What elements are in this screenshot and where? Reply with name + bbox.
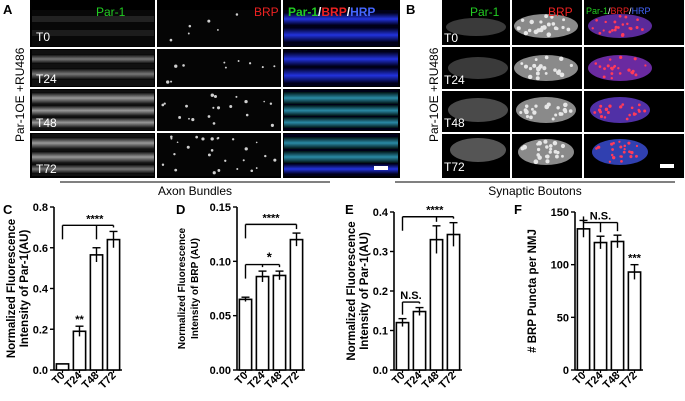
b-header-merge: Par-1/BRP/HRP bbox=[586, 6, 651, 16]
bracket-label: **** bbox=[426, 205, 444, 217]
bar-t48 bbox=[89, 254, 104, 371]
a-side-label: Par-1OE +RU486 bbox=[13, 47, 27, 142]
bracket-label: N.S. bbox=[590, 211, 611, 223]
b-row-label-t48: T48 bbox=[444, 116, 465, 130]
a-scale-bar bbox=[374, 166, 388, 170]
bar-t72 bbox=[446, 233, 461, 371]
panel-letter-d: D bbox=[176, 202, 185, 217]
b-side-label: Par-1OE +RU486 bbox=[427, 47, 441, 142]
y-tick-label: 0.3 bbox=[373, 247, 388, 259]
a-brp-column bbox=[158, 10, 280, 176]
bracket-label: * bbox=[267, 250, 273, 265]
y-tick-label: 50 bbox=[557, 312, 569, 324]
bar-t48 bbox=[610, 240, 625, 371]
y-axis-label: Normalized Fluorescence bbox=[177, 227, 188, 349]
panel-letter-b: B bbox=[406, 2, 415, 17]
panel-letter-c: C bbox=[3, 202, 13, 217]
bracket-label: **** bbox=[86, 213, 104, 225]
panel-letter-f: F bbox=[514, 202, 522, 217]
axon-bundles-label: Axon Bundles bbox=[158, 184, 232, 198]
panel-letter-a: A bbox=[3, 2, 13, 17]
y-axis-label: Intensity of Par-1(AU) bbox=[359, 232, 371, 350]
y-tick-label: 0.8 bbox=[33, 202, 48, 214]
y-axis-label: Normalized Fluorescence bbox=[6, 219, 18, 358]
x-tick-label: T72 bbox=[97, 370, 119, 392]
a-header-merge: Par-1/BRP/HRP bbox=[288, 5, 375, 19]
bar-t48 bbox=[429, 238, 444, 371]
bar-t0 bbox=[55, 363, 70, 371]
a-header-par1: Par-1 bbox=[96, 5, 126, 19]
b-row-label-t24: T24 bbox=[444, 73, 465, 87]
y-tick-label: 0.2 bbox=[373, 286, 388, 298]
panel-letter-e: E bbox=[345, 202, 354, 217]
bracket-label: **** bbox=[262, 212, 280, 224]
a-row-label-t0: T0 bbox=[36, 30, 50, 44]
b-header-brp: BRP bbox=[548, 5, 573, 19]
y-tick-label: 0.2 bbox=[33, 324, 48, 336]
y-tick-label: 0 bbox=[563, 365, 569, 377]
significance-label: *** bbox=[628, 253, 642, 265]
chart-c: 0.0 0.2 0.4 0.6 0.8 Normalized Fluorescence In… bbox=[6, 202, 122, 392]
x-tick-label: T72 bbox=[280, 370, 302, 392]
bar-t0 bbox=[576, 228, 591, 371]
y-tick-label: 0.10 bbox=[210, 256, 231, 268]
panel-b-micrographs bbox=[442, 0, 684, 178]
y-tick-label: 0.1 bbox=[373, 326, 388, 338]
y-tick-label: 0.6 bbox=[33, 243, 48, 255]
bar-t0 bbox=[238, 298, 253, 371]
a-row-label-t48: T48 bbox=[36, 116, 57, 130]
bar-t0 bbox=[395, 321, 410, 371]
a-header-brp: BRP bbox=[254, 5, 279, 19]
y-tick-label: 100 bbox=[551, 260, 569, 272]
significance-label: ** bbox=[75, 314, 84, 326]
b-scale-bar bbox=[660, 164, 674, 168]
x-tick-label: T72 bbox=[618, 370, 640, 392]
panel-a-micrographs bbox=[30, 0, 400, 178]
a-row-label-t72: T72 bbox=[36, 162, 57, 176]
y-tick-label: 0.4 bbox=[373, 207, 389, 219]
y-axis-label: Intensity of BRP (AU) bbox=[190, 238, 201, 339]
y-tick-label: 0.15 bbox=[210, 202, 231, 214]
bar-t72 bbox=[289, 238, 304, 371]
y-tick-label: 0.00 bbox=[210, 365, 231, 377]
b-row-label-t0: T0 bbox=[444, 31, 458, 45]
bar-t72 bbox=[627, 271, 642, 371]
bar-t24 bbox=[593, 241, 608, 371]
chart-d: 0.00 0.05 0.10 0.15 Normalized Fluorescence I… bbox=[177, 202, 305, 392]
x-tick-label: T72 bbox=[437, 370, 459, 392]
bracket-label: N.S. bbox=[400, 290, 421, 302]
chart-e: 0.0 0.1 0.2 0.3 0.4 Normalized Fluorescence In… bbox=[346, 205, 462, 392]
b-header-par1: Par-1 bbox=[470, 5, 500, 19]
bar-t24 bbox=[72, 330, 87, 371]
y-tick-label: 0.4 bbox=[33, 284, 49, 296]
bar-t72 bbox=[106, 238, 121, 371]
bar-t24 bbox=[255, 275, 270, 371]
bar-t24 bbox=[412, 310, 427, 371]
y-tick-label: 0.0 bbox=[33, 365, 48, 377]
y-tick-label: 150 bbox=[551, 207, 569, 219]
a-row-label-t24: T24 bbox=[36, 72, 57, 86]
bar-t48 bbox=[272, 274, 287, 371]
y-tick-label: 0.05 bbox=[210, 311, 231, 323]
synaptic-boutons-label: Synaptic Boutons bbox=[488, 184, 581, 198]
y-tick-label: 0.0 bbox=[373, 365, 388, 377]
b-row-label-t72: T72 bbox=[444, 160, 465, 174]
y-axis-label: Normalized Fluorescence bbox=[346, 221, 358, 360]
a-par1-t0 bbox=[32, 10, 154, 46]
y-axis-label: # BRP Puncta per NMJ bbox=[527, 229, 539, 353]
y-axis-label: Intensity of Par-1(AU) bbox=[19, 230, 31, 348]
